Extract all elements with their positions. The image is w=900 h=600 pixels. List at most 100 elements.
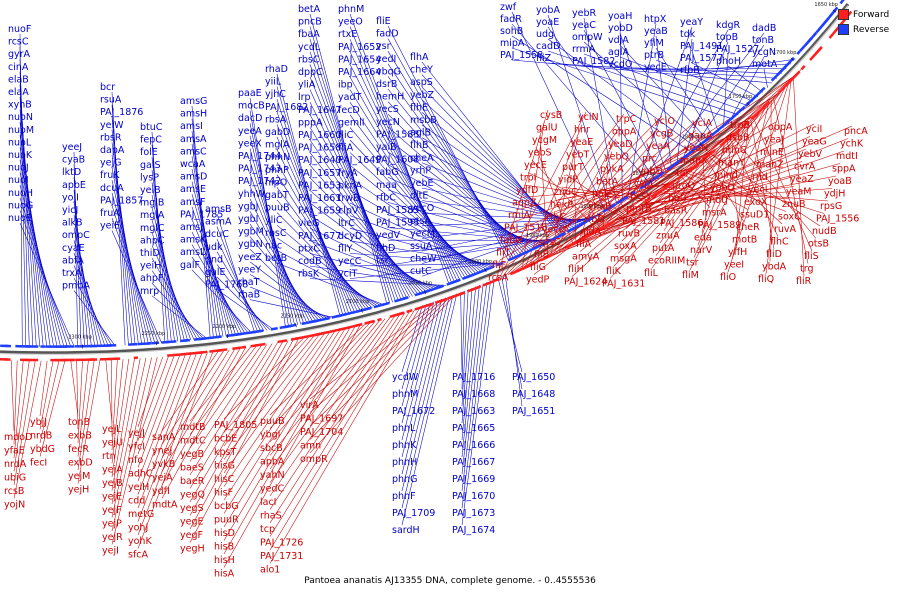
tick-label: 2200 kbp <box>212 324 236 330</box>
reverse-feature <box>526 248 532 253</box>
gene-leader-line <box>495 109 549 281</box>
gene-leader-line <box>349 64 461 281</box>
gene-label: hisC <box>214 474 235 485</box>
gene-label: PAJ_1657 <box>298 168 341 179</box>
gene-label: pncB <box>298 17 322 28</box>
gene-leader-line <box>613 88 783 267</box>
gene-leader-line <box>401 300 439 441</box>
gene-label: dadB <box>752 23 776 34</box>
gene-label: fadD <box>376 29 399 40</box>
gene-label: fliH <box>568 264 584 275</box>
gene-label: ompR <box>300 454 328 465</box>
gene-label: dacD <box>238 113 262 124</box>
forward-feature <box>817 46 823 52</box>
gene-leader-line <box>349 89 466 279</box>
gene-label: PAJ_1667 <box>452 457 495 468</box>
gene-label: ybdG <box>30 444 55 455</box>
gene-leader-line <box>276 136 356 313</box>
gene-label: vdjA <box>608 35 629 46</box>
reverse-feature <box>609 203 617 209</box>
gene-leader-line <box>752 117 813 252</box>
gene-leader-line <box>13 360 18 445</box>
gene-leader-line <box>39 360 60 444</box>
gene-label: galS <box>140 160 161 171</box>
reverse-feature <box>344 312 350 316</box>
gene-label: flhA <box>410 52 429 63</box>
gene-label: hisH <box>214 555 235 566</box>
gene-label: yecN <box>376 117 400 128</box>
gene-label: PAJ_1697 <box>300 414 343 425</box>
gene-label: prc <box>642 154 657 165</box>
forward-feature <box>377 317 382 322</box>
gene-leader-line <box>137 356 169 441</box>
gene-leader-line <box>401 296 450 492</box>
gene-leader-line <box>151 270 201 340</box>
gene-label: PAJ_1682 <box>265 102 308 113</box>
gene-label: PAJ_1649 <box>338 155 381 166</box>
tick-mark <box>832 9 837 13</box>
gene-label: betI <box>668 193 686 204</box>
gene-leader-line <box>151 257 198 340</box>
reverse-feature <box>496 261 503 267</box>
gene-leader-line <box>504 274 523 407</box>
reverse-feature <box>676 156 685 164</box>
gene-label: virA <box>300 400 319 411</box>
gene-label: rmlA <box>508 210 531 221</box>
gene-leader-line <box>499 95 776 261</box>
gene-label: ygbJ <box>238 201 258 212</box>
forward-feature <box>792 70 801 80</box>
forward-feature <box>744 120 750 126</box>
gene-label: yidP <box>558 175 578 186</box>
forward-feature <box>406 308 413 314</box>
reverse-feature <box>710 128 720 137</box>
gene-leader-line <box>460 292 463 373</box>
gene-leader-line <box>693 104 767 258</box>
gene-leader-line <box>216 213 255 333</box>
gene-leader-line <box>276 162 361 312</box>
gene-leader-line <box>151 169 175 342</box>
gene-label: nuoM <box>8 125 34 136</box>
gene-label: PAJ_1582 <box>572 56 615 67</box>
gene-label: tar <box>676 168 690 179</box>
reverse-feature <box>45 345 51 348</box>
gene-leader-line <box>137 356 164 428</box>
forward-feature <box>133 356 138 360</box>
gene-label: PAJ_1653 <box>298 180 341 191</box>
gene-leader-line <box>276 199 370 309</box>
gene-label: PAJ_1586 <box>660 218 703 229</box>
gene-label: cheW <box>410 254 437 265</box>
gene-label: rhaD <box>265 64 288 75</box>
gene-leader-line <box>216 251 265 331</box>
gene-leader-line <box>727 65 763 93</box>
gene-label: znuB <box>782 199 806 210</box>
gene-leader-line <box>501 113 625 278</box>
gene-label: ruvA <box>774 224 797 235</box>
gene-leader-line <box>309 253 441 288</box>
gene-leader-line <box>161 351 219 432</box>
gene-label: PAJ_1652 <box>338 42 381 53</box>
gene-label: manX <box>680 156 708 167</box>
forward-feature <box>609 219 616 225</box>
gene-leader-line <box>309 64 399 301</box>
gene-leader-line <box>19 222 75 347</box>
gene-leader-line <box>349 261 507 279</box>
gene-leader-line <box>161 349 230 459</box>
gene-leader-line <box>547 38 698 149</box>
gene-leader-line <box>223 326 356 555</box>
tick-mark <box>791 57 795 61</box>
gene-label: trg <box>800 264 814 275</box>
gene-label: yeiA <box>152 473 173 484</box>
gene-leader-line <box>655 47 714 137</box>
reverse-feature <box>704 134 713 142</box>
gene-leader-line <box>249 211 314 323</box>
gene-leader-line <box>161 347 246 499</box>
gene-leader-line <box>269 311 410 537</box>
gene-leader-line <box>309 127 413 297</box>
gene-leader-line <box>583 41 704 145</box>
gene-leader-line <box>189 338 299 543</box>
gene-leader-line <box>276 124 353 314</box>
gene-label: flhC <box>770 237 789 248</box>
gene-label: pmrB <box>626 204 652 215</box>
gene-leader-line <box>387 227 551 242</box>
legend-reverse-label: Reverse <box>853 24 890 35</box>
